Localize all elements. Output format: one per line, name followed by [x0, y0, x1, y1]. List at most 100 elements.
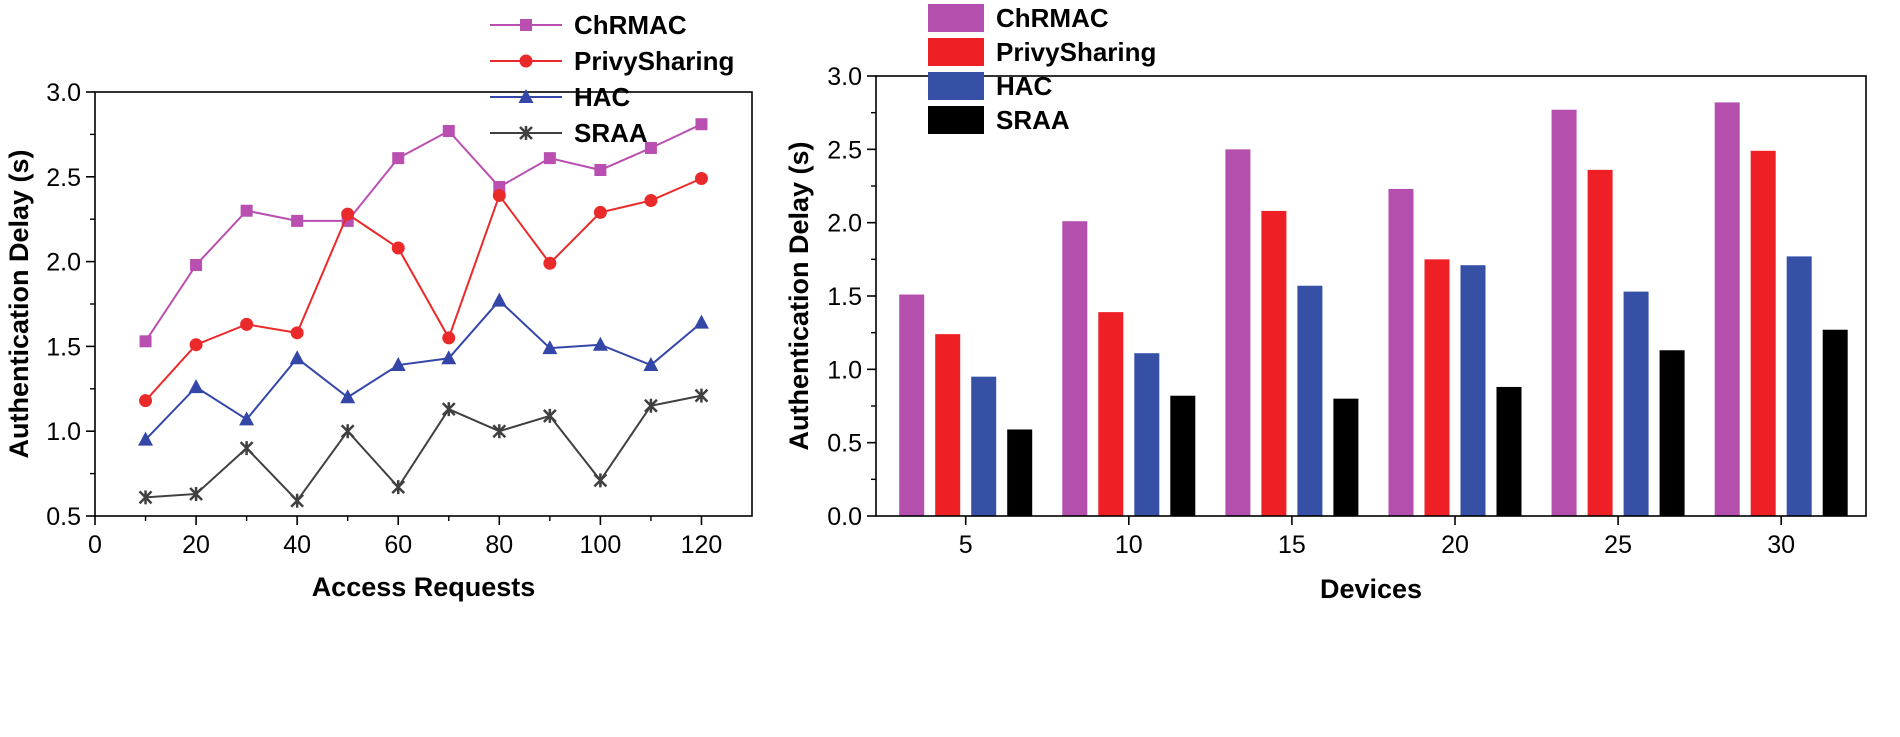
legend-item-privysharing: PrivySharing: [490, 46, 734, 76]
x-tick-label: 20: [1441, 531, 1469, 559]
data-point-hac: [188, 379, 204, 394]
data-point-hac: [441, 350, 457, 365]
legend-item-sraa: SRAA: [928, 105, 1070, 135]
series-line-privysharing: [144, 177, 702, 402]
y-tick-label: 2.5: [46, 164, 81, 192]
x-tick-label: 30: [1767, 531, 1795, 559]
bar-hac: [1134, 353, 1160, 516]
data-point-sraa: [492, 424, 507, 439]
data-point-chrmac: [139, 335, 152, 348]
x-tick-label: 15: [1278, 531, 1306, 559]
data-point-sraa: [593, 473, 608, 488]
data-point-chrmac: [442, 125, 455, 138]
series-privysharing: [139, 171, 708, 408]
bar-hac: [971, 376, 997, 516]
series-line-chrmac: [144, 123, 702, 342]
legend-label: PrivySharing: [996, 37, 1156, 67]
bar-sraa: [1659, 350, 1685, 516]
data-point-privysharing: [290, 326, 304, 340]
x-tick-label: 20: [182, 531, 210, 559]
bar-sraa: [1822, 329, 1848, 516]
bar-chrmac: [1551, 109, 1577, 516]
x-tick-label: 5: [959, 531, 973, 559]
series-line-sraa: [145, 394, 702, 503]
data-point-privysharing: [543, 256, 557, 270]
data-point-privysharing: [240, 317, 254, 331]
series-sraa: [1007, 329, 1848, 516]
data-point-sraa: [290, 493, 305, 508]
bar-chrmac: [899, 294, 925, 516]
legend-label: HAC: [574, 82, 631, 112]
bar-privysharing: [1750, 150, 1776, 517]
legend-item-chrmac: ChRMAC: [490, 10, 687, 40]
data-point-hac: [390, 357, 406, 372]
data-point-chrmac: [240, 204, 253, 217]
bar-privysharing: [1261, 210, 1287, 516]
data-point-hac: [289, 350, 305, 365]
legend-item-chrmac: ChRMAC: [928, 3, 1109, 33]
series-line-hac: [144, 299, 703, 441]
data-point-sraa: [694, 388, 709, 403]
bar-hac: [1623, 291, 1649, 516]
bar-sraa: [1170, 395, 1196, 516]
series-sraa: [138, 388, 709, 508]
bar-chrmac: [1225, 149, 1251, 517]
x-tick-label: 80: [485, 531, 513, 559]
data-point-privysharing: [442, 331, 456, 345]
series-chrmac: [139, 118, 708, 348]
data-point-sraa: [138, 490, 153, 505]
x-tick-label: 10: [1115, 531, 1143, 559]
data-point-privysharing: [341, 207, 355, 221]
y-axis-title: Authentication Delay (s): [784, 141, 814, 450]
legend-label: ChRMAC: [996, 3, 1109, 33]
y-tick-label: 2.0: [827, 210, 862, 238]
series-hac: [971, 256, 1812, 516]
x-tick-label: 25: [1604, 531, 1632, 559]
bar-chrmac: [1062, 221, 1088, 516]
x-tick-label: 40: [283, 531, 311, 559]
data-point-privysharing: [189, 338, 203, 352]
data-point-sraa: [644, 398, 658, 413]
legend-swatch: [928, 4, 984, 32]
bar-sraa: [1333, 398, 1359, 516]
data-point-chrmac: [190, 258, 203, 271]
data-point-hac: [693, 314, 709, 329]
data-point-privysharing: [139, 394, 153, 408]
data-point-chrmac: [695, 118, 708, 131]
y-tick-label: 0.5: [827, 430, 862, 458]
x-tick-label: 0: [88, 531, 102, 559]
legend-label: ChRMAC: [574, 10, 687, 40]
bar-hac: [1786, 256, 1812, 516]
legend-marker: [519, 54, 533, 68]
data-point-privysharing: [694, 171, 708, 185]
series-hac: [138, 292, 709, 446]
legend-label: SRAA: [996, 105, 1070, 135]
data-point-privysharing: [391, 241, 405, 255]
bar-privysharing: [1424, 259, 1450, 516]
legend-swatch: [928, 72, 984, 100]
legend: ChRMAC PrivySharing HAC SRAA: [490, 10, 734, 148]
data-point-sraa: [189, 486, 203, 501]
bar-privysharing: [1098, 312, 1124, 516]
y-tick-label: 0.5: [46, 503, 81, 531]
y-tick-label: 0.0: [827, 503, 862, 531]
x-axis-title: Access Requests: [312, 572, 536, 602]
legend-item-sraa: SRAA: [490, 118, 648, 148]
legend-marker: [519, 126, 533, 140]
x-axis-title: Devices: [1320, 574, 1422, 604]
bar-chart-devices: 5 10 15 20 25 30 0.0 0.5 1.0 1.5 2.0 2.5 3.0 Devices A…: [784, 3, 1867, 604]
legend-label: HAC: [996, 71, 1053, 101]
legend-marker: [520, 19, 532, 31]
bar-sraa: [1496, 386, 1522, 516]
line-chart-access-requests: 0 20 40 60 80 100 120 0.5 1.0 1.5 2.0 2.5 3.0 Access …: [4, 10, 753, 602]
data-point-privysharing: [644, 194, 658, 208]
data-point-hac: [592, 336, 608, 351]
bar-hac: [1460, 265, 1486, 516]
legend-swatch: [928, 38, 984, 66]
y-tick-label: 1.0: [827, 356, 862, 384]
y-tick-label: 1.5: [46, 333, 81, 361]
data-point-sraa: [542, 408, 557, 423]
legend-label: SRAA: [574, 118, 648, 148]
data-point-chrmac: [543, 152, 556, 165]
